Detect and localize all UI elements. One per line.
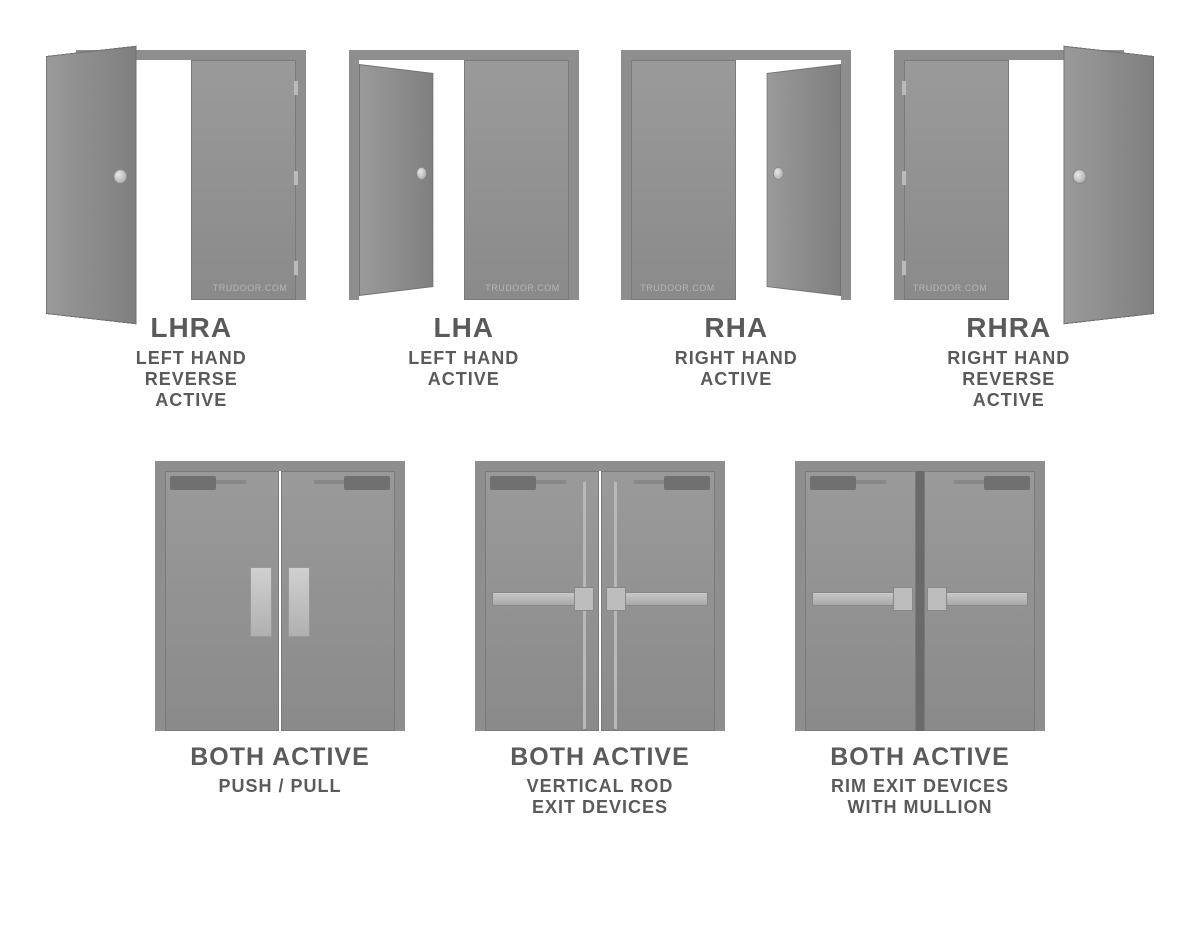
vertical-rod-icon [614, 611, 617, 729]
label-block: LHRA LEFT HAND REVERSE ACTIVE [136, 312, 247, 411]
push-plate-icon [288, 567, 310, 637]
config-desc: PUSH / PULL [190, 776, 370, 797]
push-plate-icon [250, 567, 272, 637]
door-knob-icon [416, 167, 426, 180]
panic-bar-icon [620, 592, 708, 606]
vertical-rod-icon [583, 482, 586, 587]
config-desc: VERTICAL ROD EXIT DEVICES [510, 776, 690, 818]
config-desc: LEFT HAND REVERSE ACTIVE [136, 348, 247, 411]
door-knob-icon [773, 167, 783, 180]
door-config-rim-mullion: BOTH ACTIVE RIM EXIT DEVICES WITH MULLIO… [780, 451, 1060, 818]
door-diagram [140, 451, 420, 731]
watermark: TRUDOOR.COM [213, 283, 288, 293]
vertical-rod-icon [583, 611, 586, 729]
config-code: BOTH ACTIVE [190, 743, 370, 772]
watermark: TRUDOOR.COM [913, 283, 988, 293]
door-config-rha: TRUDOOR.COM RHA RIGHT HAND ACTIVE [606, 20, 866, 390]
door-diagram: TRUDOOR.COM [334, 20, 594, 300]
panic-head-icon [606, 587, 626, 611]
mullion-icon [916, 471, 924, 731]
label-block: BOTH ACTIVE PUSH / PULL [190, 743, 370, 797]
vertical-rod-icon [614, 482, 617, 587]
watermark: TRUDOOR.COM [640, 283, 715, 293]
label-block: BOTH ACTIVE VERTICAL ROD EXIT DEVICES [510, 743, 690, 818]
door-closer-icon [664, 476, 710, 490]
config-desc: RIGHT HAND ACTIVE [675, 348, 798, 390]
panic-bar-icon [943, 592, 1028, 606]
door-closer-icon [170, 476, 216, 490]
label-block: RHA RIGHT HAND ACTIVE [675, 312, 798, 390]
label-block: RHRA RIGHT HAND REVERSE ACTIVE [947, 312, 1070, 411]
top-row: TRUDOOR.COM LHRA LEFT HAND REVERSE ACTIV… [60, 20, 1140, 411]
door-diagram: TRUDOOR.COM [606, 20, 866, 300]
door-closer-icon [810, 476, 856, 490]
door-config-pushpull: BOTH ACTIVE PUSH / PULL [140, 451, 420, 797]
door-knob-icon [1072, 169, 1086, 184]
label-block: BOTH ACTIVE RIM EXIT DEVICES WITH MULLIO… [830, 743, 1010, 818]
label-block: LHA LEFT HAND ACTIVE [408, 312, 519, 390]
door-config-vertical-rod: BOTH ACTIVE VERTICAL ROD EXIT DEVICES [460, 451, 740, 818]
panic-head-icon [927, 587, 947, 611]
door-closer-icon [984, 476, 1030, 490]
door-diagram: TRUDOOR.COM [879, 20, 1139, 300]
config-code: BOTH ACTIVE [830, 743, 1010, 772]
config-code: LHA [408, 312, 519, 344]
door-diagram [460, 451, 740, 731]
bottom-row: BOTH ACTIVE PUSH / PULL [60, 451, 1140, 818]
config-desc: RIGHT HAND REVERSE ACTIVE [947, 348, 1070, 411]
door-config-lha: TRUDOOR.COM LHA LEFT HAND ACTIVE [334, 20, 594, 390]
door-config-rhra: TRUDOOR.COM RHRA RIGHT HAND REVERSE ACTI… [879, 20, 1139, 411]
config-code: BOTH ACTIVE [510, 743, 690, 772]
door-config-lhra: TRUDOOR.COM LHRA LEFT HAND REVERSE ACTIV… [61, 20, 321, 411]
panic-bar-icon [812, 592, 897, 606]
watermark: TRUDOOR.COM [485, 283, 560, 293]
door-closer-icon [490, 476, 536, 490]
panic-bar-icon [492, 592, 580, 606]
config-code: LHRA [136, 312, 247, 344]
door-knob-icon [114, 169, 128, 184]
config-desc: LEFT HAND ACTIVE [408, 348, 519, 390]
panic-head-icon [574, 587, 594, 611]
door-diagram: TRUDOOR.COM [61, 20, 321, 300]
door-closer-icon [344, 476, 390, 490]
config-code: RHRA [947, 312, 1070, 344]
panic-head-icon [893, 587, 913, 611]
config-code: RHA [675, 312, 798, 344]
door-diagram [780, 451, 1060, 731]
config-desc: RIM EXIT DEVICES WITH MULLION [830, 776, 1010, 818]
